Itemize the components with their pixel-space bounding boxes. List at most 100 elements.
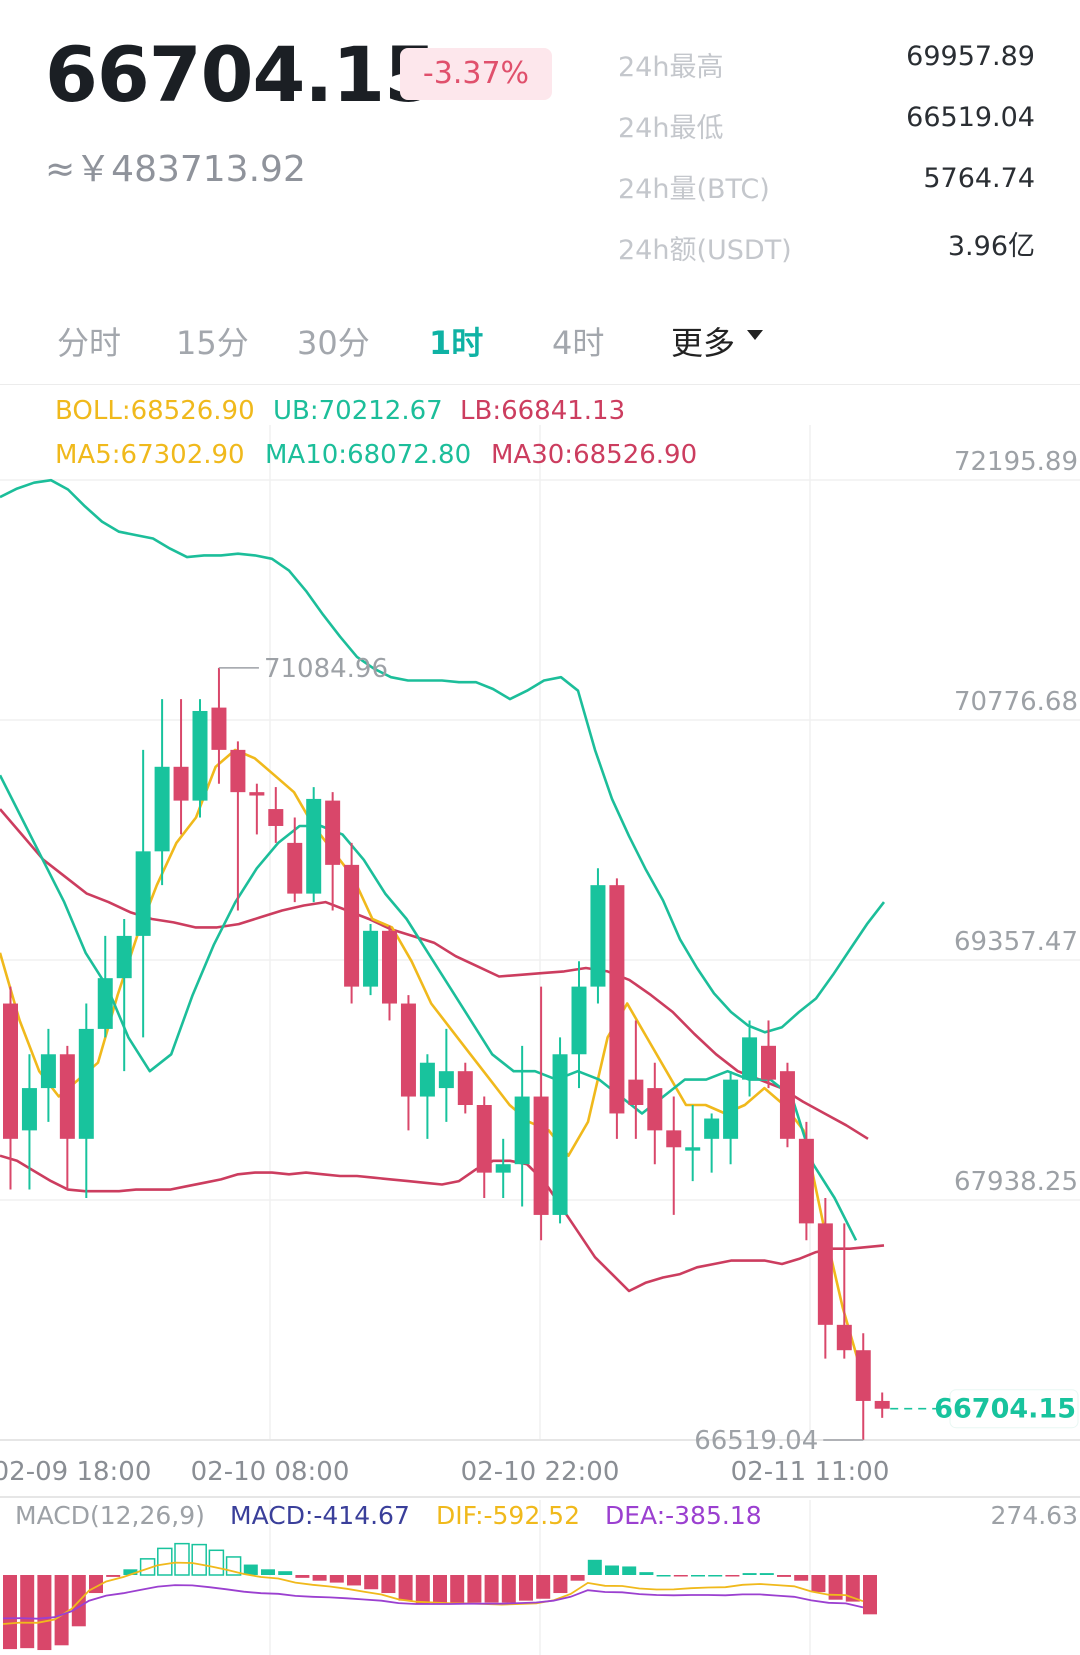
macd-bar xyxy=(347,1575,361,1586)
macd-bar xyxy=(742,1573,757,1575)
candle-body xyxy=(533,1096,549,1215)
macd-bar xyxy=(450,1575,465,1604)
dif-line xyxy=(2,1561,864,1625)
legend-lb: LB:66841.13 xyxy=(460,396,625,426)
macd-bar xyxy=(398,1575,413,1601)
macd-bar xyxy=(863,1575,877,1615)
candle-body xyxy=(552,1054,568,1215)
tab-15min[interactable]: 15分 xyxy=(176,324,249,362)
candle-body xyxy=(192,710,208,801)
tab-4h[interactable]: 4时 xyxy=(552,324,605,362)
caret-down-icon[interactable] xyxy=(747,330,763,340)
macd-bar xyxy=(20,1575,35,1649)
kline-chart[interactable]: BOLL:68526.90 UB:70212.67 LB:66841.13 MA… xyxy=(0,385,1080,1655)
macd-bar xyxy=(691,1575,705,1577)
macd-bar xyxy=(467,1575,482,1603)
candle-body xyxy=(704,1118,720,1139)
stat-value-volume: 5764.74 xyxy=(923,163,1035,194)
macd-bar xyxy=(484,1575,499,1603)
stat-value-amount: 3.96亿 xyxy=(947,231,1035,262)
x-tick: 02-10 22:00 xyxy=(461,1457,620,1487)
macd-bar xyxy=(433,1575,447,1604)
macd-value: MACD:-414.67 xyxy=(230,1501,410,1530)
x-tick: 02-11 11:00 xyxy=(731,1457,890,1487)
candle-body xyxy=(135,851,151,936)
macd-bar xyxy=(106,1575,121,1577)
candle-body xyxy=(817,1223,833,1325)
legend-ma5: MA5:67302.90 xyxy=(55,440,245,470)
candle-body xyxy=(647,1088,663,1131)
macd-bar xyxy=(501,1575,516,1603)
candle-body xyxy=(154,766,170,852)
candle-body xyxy=(666,1130,682,1148)
macd-bar xyxy=(553,1575,568,1594)
macd-bar xyxy=(708,1575,723,1577)
macd-bar xyxy=(811,1575,826,1593)
macd-bar xyxy=(605,1565,619,1575)
candle-body xyxy=(325,800,341,865)
macd-y-tick: 274.63 xyxy=(991,1501,1078,1530)
candle-body xyxy=(306,798,322,894)
tab-more[interactable]: 更多 xyxy=(671,324,736,362)
candle-body xyxy=(3,1003,18,1139)
macd-bar xyxy=(312,1575,327,1581)
macd-bar xyxy=(759,1573,774,1575)
macd-bar xyxy=(208,1549,225,1576)
candle-body xyxy=(382,930,397,1004)
stat-value-low: 66519.04 xyxy=(906,102,1035,133)
macd-bar xyxy=(261,1569,275,1575)
stat-label-amount: 24h额(USDT) xyxy=(618,235,792,266)
macd-bar xyxy=(570,1575,585,1581)
macd-bar xyxy=(845,1575,860,1602)
macd-title: MACD(12,26,9) xyxy=(15,1501,205,1530)
candle-body xyxy=(21,1088,37,1131)
stat-label-low: 24h最低 xyxy=(618,113,724,144)
macd-bar xyxy=(415,1575,430,1604)
candle-body xyxy=(287,842,303,894)
candle-body xyxy=(268,809,284,826)
last-price-tag xyxy=(949,1389,1079,1429)
candle-body xyxy=(59,1054,75,1139)
candle-body xyxy=(173,766,189,801)
macd-histogram xyxy=(2,1542,877,1651)
candle-body xyxy=(685,1147,701,1151)
tab-timeshare[interactable]: 分时 xyxy=(57,324,122,362)
macd-bar xyxy=(794,1575,809,1581)
annotations: 71084.96 66519.04 66704.15 xyxy=(218,654,1079,1456)
macd-bar xyxy=(725,1575,740,1577)
macd-bar xyxy=(828,1575,843,1600)
candle-body xyxy=(836,1324,852,1351)
macd-bar xyxy=(364,1575,379,1590)
dea-value: DEA:-385.18 xyxy=(605,1501,762,1530)
macd-bar xyxy=(54,1575,69,1646)
macd-bar xyxy=(278,1571,293,1575)
candle-body xyxy=(798,1138,814,1224)
macd-bar xyxy=(519,1575,533,1601)
macd-bar xyxy=(622,1566,637,1575)
legend-ub: UB:70212.67 xyxy=(273,396,443,426)
grid xyxy=(0,425,1080,1655)
macd-bar xyxy=(3,1575,17,1650)
macd-bar xyxy=(37,1575,52,1651)
macd-bar xyxy=(191,1543,207,1576)
candle-body xyxy=(571,986,587,1055)
candle-body xyxy=(514,1096,530,1165)
macd-bar xyxy=(174,1542,190,1576)
macd-bar xyxy=(243,1564,258,1575)
tab-30min[interactable]: 30分 xyxy=(297,324,370,362)
macd-bar xyxy=(381,1575,396,1594)
candle-body xyxy=(249,792,265,796)
candle-body xyxy=(476,1105,492,1173)
tab-1h[interactable]: 1时 xyxy=(429,324,484,362)
candle-body xyxy=(78,1028,94,1139)
candle-body xyxy=(97,978,113,1029)
macd-bar xyxy=(639,1572,654,1575)
legend-ma30: MA30:68526.90 xyxy=(491,440,697,470)
candle-body xyxy=(400,1003,416,1097)
lb-line xyxy=(0,1154,885,1293)
stat-value-high: 69957.89 xyxy=(906,41,1035,72)
candles xyxy=(3,667,890,1440)
candle-body xyxy=(457,1071,473,1106)
candle-body xyxy=(874,1400,890,1409)
divider xyxy=(0,384,1080,385)
